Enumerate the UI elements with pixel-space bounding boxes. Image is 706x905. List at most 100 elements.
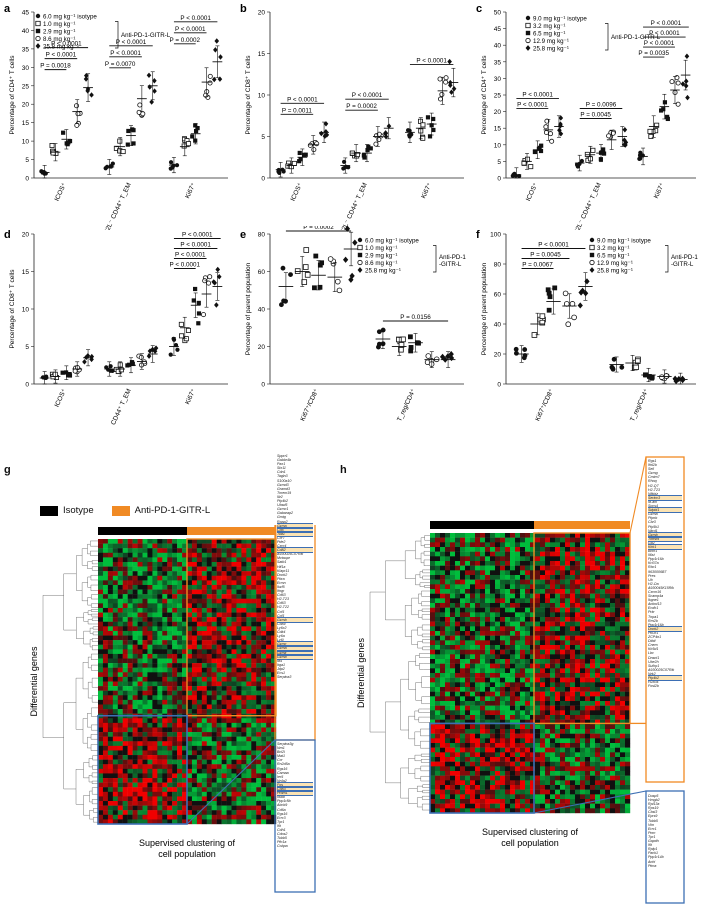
heatmap-cell (535, 682, 541, 688)
heatmap-cell (236, 718, 242, 724)
heatmap-cell (127, 681, 133, 687)
heatmap-cell (555, 635, 561, 641)
x-tick-label: ICOS⁺ (290, 181, 305, 202)
heatmap-cell (132, 640, 138, 645)
heatmap-cell (261, 722, 267, 728)
heatmap-cell (500, 687, 506, 692)
data-point (354, 152, 360, 158)
heatmap-cell (137, 690, 143, 696)
dose-group (327, 256, 343, 294)
heatmap-cell (142, 612, 148, 618)
heatmap-cell (530, 635, 536, 641)
heatmap-cell (137, 589, 143, 595)
dose-group (125, 357, 136, 374)
heatmap-cell (196, 672, 203, 678)
legend-label: 6.5 mg kg⁻¹ (533, 30, 566, 37)
heatmap-cell (201, 796, 207, 802)
heatmap-cell (475, 687, 481, 692)
heatmap-cell (580, 654, 586, 660)
heatmap-cell (196, 778, 203, 783)
heatmap-cell (570, 673, 576, 678)
heatmap-cell (465, 556, 471, 562)
heatmap-cell (122, 782, 128, 788)
heatmap-cell (495, 649, 501, 655)
heatmap-cell (246, 617, 252, 622)
heatmap-cell (172, 571, 178, 576)
heatmap-cell (221, 561, 227, 567)
heatmap-cell (98, 561, 104, 567)
heatmap-cell (455, 687, 461, 692)
heatmap-cell (530, 673, 536, 678)
heatmap-cell (102, 764, 109, 770)
heatmap-cell (435, 677, 441, 683)
heatmap-cell (162, 594, 168, 599)
y-tick-label: 5 (25, 157, 29, 164)
heatmap-cell (475, 607, 481, 613)
data-point (181, 143, 187, 149)
heatmap-cell (122, 561, 128, 567)
heatmap-cell (152, 690, 158, 696)
heatmap-cell (590, 556, 596, 562)
heatmap-cell (550, 654, 556, 660)
heatmap-cell (142, 566, 148, 572)
heatmap-cell (256, 741, 262, 747)
data-point (196, 311, 202, 316)
heatmap-cell (550, 659, 556, 664)
heatmap-cell (177, 736, 183, 742)
heatmap-cell (600, 537, 606, 543)
heatmap-cell (445, 617, 451, 622)
heatmap-cell (162, 557, 168, 563)
heatmap-cell (211, 704, 217, 710)
heatmap-cell (211, 603, 217, 609)
heatmap-cell (550, 579, 556, 585)
heatmap-cell (261, 727, 267, 733)
dose-group (361, 144, 373, 163)
heatmap-cell (236, 755, 242, 760)
heatmap-cell (167, 635, 173, 641)
heatmap-cell (271, 649, 277, 655)
heatmap-cell (460, 598, 466, 604)
heatmap-cell (157, 791, 163, 797)
gene-name: Gzmc1 (277, 507, 289, 512)
heatmap-cell (515, 659, 521, 664)
heatmap-cell (455, 584, 461, 590)
p-value-label: P = 0.0002 (170, 37, 201, 44)
heatmap-cell (505, 593, 511, 599)
heatmap-cell (167, 653, 173, 659)
heatmap-cell (147, 759, 153, 765)
heatmap-cell (231, 603, 237, 609)
heatmap-cell (122, 695, 128, 701)
heatmap-cell (570, 603, 576, 608)
data-point (117, 138, 123, 144)
heatmap-cell (112, 557, 118, 563)
heatmap-cell (191, 681, 198, 687)
heatmap-cell (525, 556, 531, 562)
heatmap-cell (525, 561, 531, 566)
heatmap-cell (505, 561, 511, 566)
heatmap-cell (236, 658, 242, 664)
heatmap-cell (490, 668, 496, 674)
data-point (396, 336, 402, 343)
heatmap-cell (570, 593, 576, 599)
heatmap-cell (590, 533, 596, 538)
dose-group (447, 58, 459, 98)
heatmap-cell (595, 654, 601, 660)
heatmap-cell (201, 635, 207, 641)
heatmap-cell (127, 548, 133, 553)
heatmap-cell (187, 552, 193, 558)
gene-name: Cd63 (277, 593, 286, 598)
heatmap-cell (271, 787, 277, 793)
heatmap-cell (177, 626, 183, 632)
heatmap-cell (172, 640, 178, 645)
dose-group (72, 99, 83, 128)
data-point (383, 130, 389, 137)
data-point (532, 149, 538, 155)
heatmap-cell (580, 603, 586, 608)
heatmap-cell (480, 561, 486, 566)
heatmap-cell (221, 755, 227, 760)
heatmap-cell (525, 659, 531, 664)
heatmap-cell (236, 543, 242, 549)
heatmap-cell (241, 695, 247, 701)
heatmap-cell (137, 814, 143, 820)
data-point (193, 123, 198, 128)
